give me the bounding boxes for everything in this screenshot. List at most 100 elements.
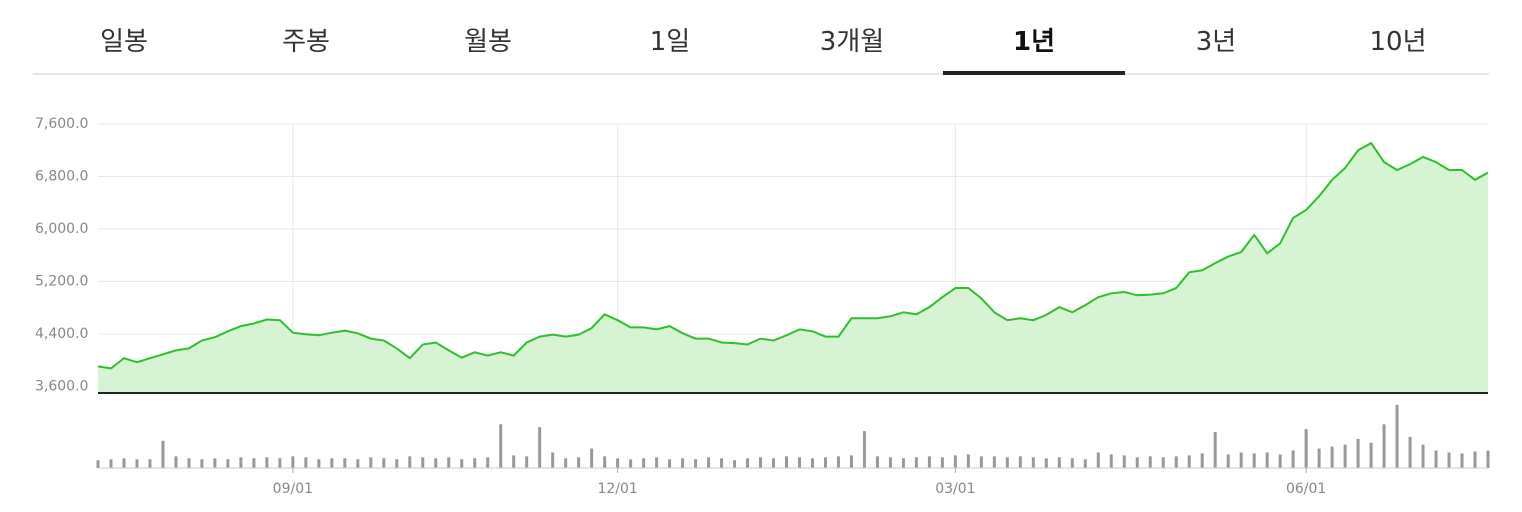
- volume-bar: [1395, 404, 1399, 468]
- volume-bar: [577, 457, 581, 468]
- volume-bar: [1096, 452, 1100, 468]
- volume-bar: [1031, 457, 1035, 468]
- volume-bar: [1070, 458, 1074, 468]
- volume-bar: [1434, 450, 1438, 468]
- volume-bar: [1018, 456, 1022, 468]
- volume-bar: [382, 458, 386, 468]
- volume-bar: [447, 457, 451, 468]
- y-tick-label: 4,400.0: [35, 326, 88, 342]
- volume-bar: [1122, 455, 1126, 468]
- period-tab[interactable]: 3년: [1195, 27, 1237, 57]
- volume-bar: [187, 458, 191, 468]
- volume-bar: [161, 440, 165, 468]
- volume-bar: [369, 457, 373, 468]
- volume-bar: [979, 456, 983, 468]
- period-tab[interactable]: 일봉: [100, 27, 148, 57]
- volume-bar: [1174, 456, 1178, 468]
- y-tick-label: 6,000.0: [35, 221, 88, 237]
- volume-bar: [823, 457, 827, 468]
- volume-bar: [1408, 436, 1412, 468]
- volume-bar: [810, 458, 814, 468]
- volume-bar: [966, 454, 970, 468]
- volume-bar: [1252, 453, 1256, 468]
- volume-bar: [551, 452, 555, 468]
- volume-bar: [135, 459, 139, 468]
- volume-bar: [694, 459, 698, 468]
- volume-bar: [785, 456, 789, 468]
- volume-bar: [1213, 432, 1217, 468]
- volume-bar: [252, 458, 256, 468]
- volume-bar: [343, 458, 347, 468]
- volume-bar: [473, 458, 477, 468]
- volume-bar: [330, 458, 334, 468]
- volume-bar: [1343, 444, 1347, 468]
- x-tick-label: 06/01: [1286, 481, 1326, 497]
- volume-bar: [655, 457, 659, 468]
- period-tab[interactable]: 월봉: [464, 27, 512, 57]
- volume-bar: [538, 427, 542, 468]
- volume-bar: [1356, 438, 1360, 468]
- volume-bar: [304, 457, 308, 468]
- volume-bar: [278, 458, 282, 468]
- volume-bar: [291, 456, 295, 468]
- y-tick-label: 3,600.0: [35, 378, 88, 394]
- y-tick-label: 6,800.0: [35, 169, 88, 185]
- volume-bar: [629, 459, 633, 468]
- volume-bar: [1382, 424, 1386, 468]
- x-tick-label: 03/01: [935, 481, 975, 497]
- period-tab[interactable]: 주봉: [282, 27, 330, 57]
- volume-bar: [460, 459, 464, 468]
- volume-bar: [927, 456, 931, 468]
- volume-bar: [1291, 450, 1295, 468]
- period-tab[interactable]: 1년: [943, 0, 1125, 75]
- period-tabs: 일봉 주봉 월봉 1일 3개월 1년 3년 10년: [33, 0, 1489, 75]
- volume-bar: [512, 455, 516, 468]
- volume-bar: [200, 459, 204, 468]
- volume-bar: [888, 457, 892, 468]
- volume-bar: [953, 455, 957, 468]
- volume-bar: [1200, 453, 1204, 468]
- volume-bar: [1304, 429, 1308, 468]
- volume-bar: [499, 424, 503, 468]
- volume-bar: [720, 458, 724, 468]
- volume-bar: [1460, 453, 1464, 468]
- volume-bar: [590, 448, 594, 468]
- volume-bar: [772, 458, 776, 468]
- volume-bar: [1239, 452, 1243, 468]
- volume-bar: [603, 456, 607, 468]
- period-tab[interactable]: 3개월: [819, 27, 885, 57]
- volume-bar: [733, 460, 737, 468]
- volume-bar: [914, 457, 918, 468]
- volume-bar: [395, 459, 399, 468]
- volume-bar: [148, 459, 152, 468]
- volume-bar: [1330, 446, 1334, 468]
- volume-bar: [1005, 457, 1009, 468]
- volume-bar: [1317, 448, 1321, 468]
- x-tick-label: 09/01: [273, 481, 313, 497]
- volume-bar: [836, 456, 840, 468]
- volume-bar: [434, 458, 438, 468]
- volume-bar: [96, 460, 100, 468]
- volume-bar: [226, 459, 230, 468]
- period-tab[interactable]: 10년: [1369, 27, 1427, 57]
- period-tab[interactable]: 1일: [649, 27, 691, 57]
- volume-bar: [408, 456, 412, 468]
- volume-bar: [525, 456, 529, 468]
- price-line: [97, 141, 1489, 370]
- volume-bar: [1265, 452, 1269, 468]
- volume-bar: [746, 458, 750, 468]
- price-area: [98, 143, 1488, 393]
- volume-bar: [940, 457, 944, 468]
- volume-bar: [1369, 442, 1373, 468]
- volume-bar: [668, 459, 672, 468]
- y-tick-label: 5,200.0: [35, 273, 88, 289]
- volume-bar: [1135, 457, 1139, 468]
- volume-bar: [239, 457, 243, 468]
- volume-bar: [707, 457, 711, 468]
- volume-bar: [122, 458, 126, 468]
- volume-bar: [616, 458, 620, 468]
- volume-bar: [109, 459, 113, 468]
- volume-bar: [875, 456, 879, 468]
